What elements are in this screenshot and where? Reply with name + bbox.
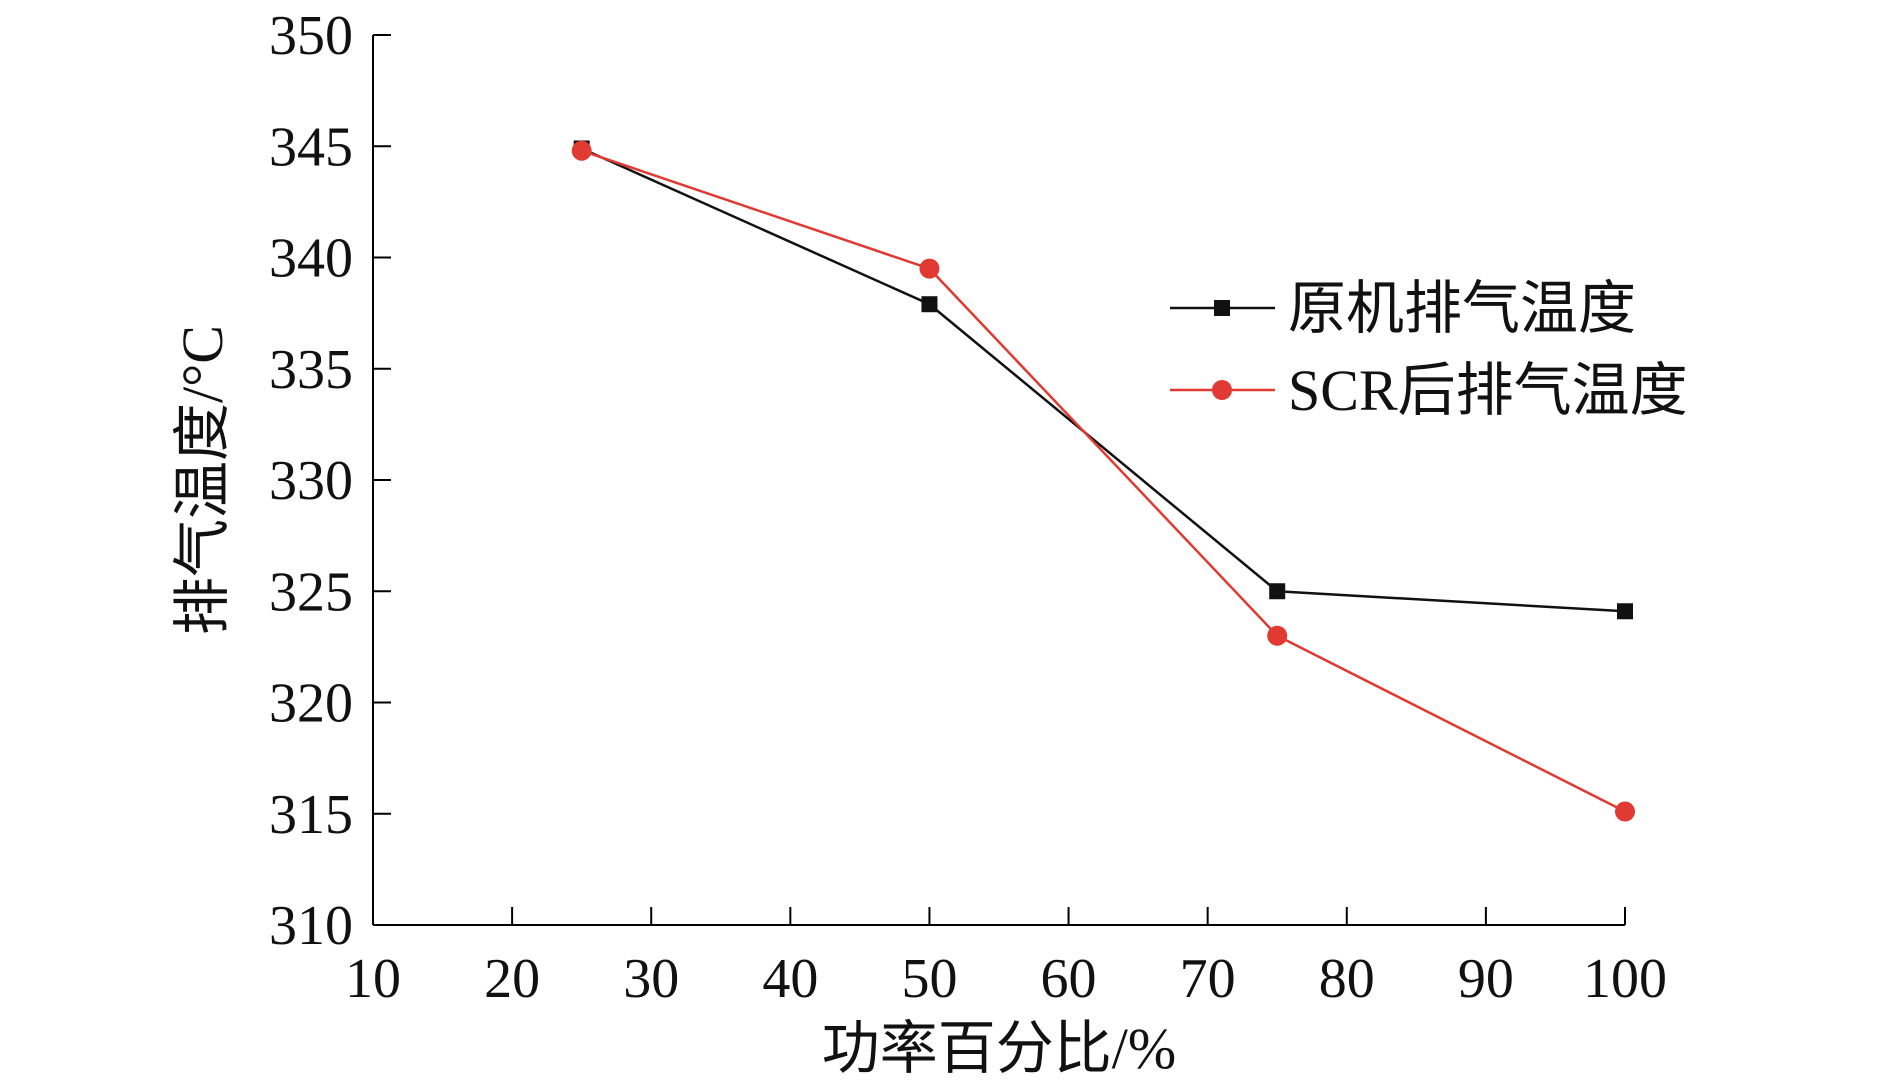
data-point-circle xyxy=(571,140,592,161)
data-point-square xyxy=(921,296,938,313)
y-tick-label: 350 xyxy=(269,5,353,67)
x-tick-label: 100 xyxy=(1583,948,1667,1010)
x-tick-label: 20 xyxy=(484,948,540,1010)
y-tick-label: 310 xyxy=(269,895,353,957)
x-tick-label: 80 xyxy=(1319,948,1375,1010)
y-tick-label: 345 xyxy=(269,116,353,178)
legend-label: SCR后排气温度 xyxy=(1288,358,1688,423)
y-tick-label: 315 xyxy=(269,784,353,846)
series-line xyxy=(581,149,1626,813)
x-tick-label: 70 xyxy=(1180,948,1236,1010)
series-layer xyxy=(571,140,1635,822)
legend-item: SCR后排气温度 xyxy=(1170,358,1688,423)
x-tick-label: 60 xyxy=(1041,948,1097,1010)
y-tick-label: 340 xyxy=(269,228,353,290)
legend-marker-circle xyxy=(1212,380,1232,400)
y-tick-label: 325 xyxy=(269,561,353,623)
axes xyxy=(372,35,1625,926)
legend: 原机排气温度 SCR后排气温度 xyxy=(1170,276,1688,423)
legend-label: 原机排气温度 xyxy=(1288,276,1636,341)
legend-item: 原机排气温度 xyxy=(1170,276,1636,341)
series-1 xyxy=(571,140,1635,822)
x-tick-label: 90 xyxy=(1458,948,1514,1010)
series-line xyxy=(581,147,1626,613)
data-point-square xyxy=(1269,583,1286,600)
x-axis-title: 功率百分比/% xyxy=(822,1016,1176,1080)
data-point-circle xyxy=(919,258,940,279)
y-tick-label: 330 xyxy=(269,450,353,512)
x-ticks: 10 20 30 40 50 60 70 80 90 100 xyxy=(345,907,1667,1010)
y-ticks: 310 315 320 325 330 335 340 345 350 xyxy=(269,5,391,957)
legend-marker-square xyxy=(1214,300,1230,316)
x-tick-label: 40 xyxy=(762,948,818,1010)
data-point-circle xyxy=(1615,801,1635,822)
data-point-square xyxy=(1617,603,1633,620)
data-point-circle xyxy=(1267,625,1288,646)
x-tick-label: 50 xyxy=(901,948,957,1010)
x-tick-label: 30 xyxy=(623,948,679,1010)
y-tick-label: 320 xyxy=(269,673,353,735)
y-axis-title: 排气温度/°C xyxy=(170,325,235,635)
y-tick-label: 335 xyxy=(269,339,353,401)
x-tick-label: 10 xyxy=(345,948,401,1010)
